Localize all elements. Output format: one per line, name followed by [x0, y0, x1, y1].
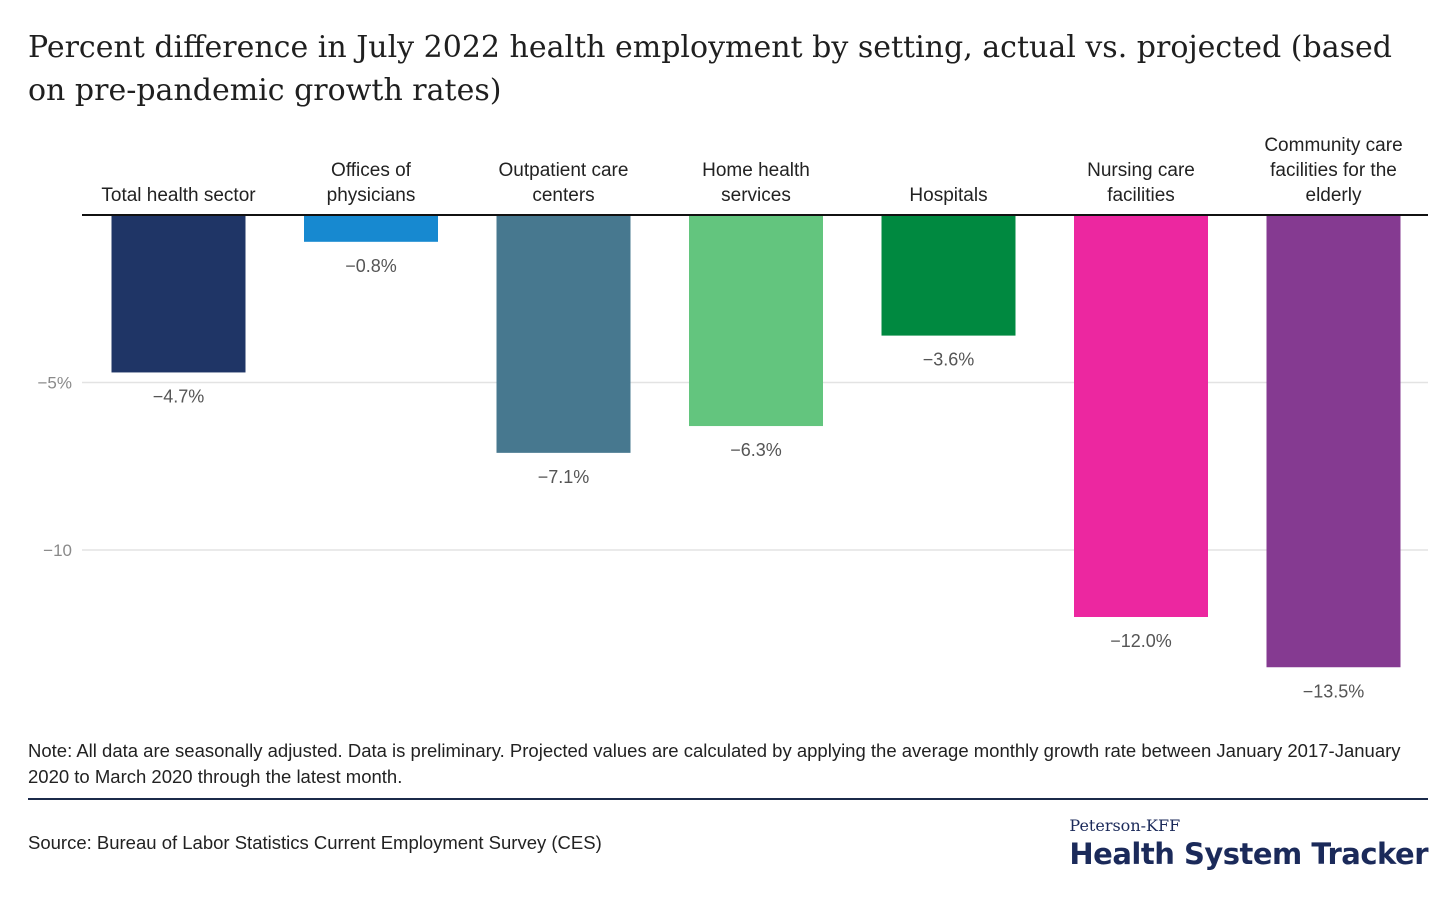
- bar[interactable]: [304, 215, 438, 242]
- bar[interactable]: [689, 215, 823, 427]
- category-label: Community care: [1264, 135, 1402, 156]
- category-label: facilities for the: [1270, 160, 1397, 181]
- bar-chart: −5% −10 −4.7% Total health sector −0.8% Offic…: [38, 135, 1428, 701]
- bars: [111, 215, 1401, 668]
- bar[interactable]: [111, 215, 246, 373]
- divider: [28, 798, 1428, 800]
- category-label: Outpatient care: [499, 160, 629, 181]
- bar[interactable]: [1266, 215, 1401, 668]
- data-label: −6.3%: [730, 440, 782, 460]
- brand-title: Health System Tracker: [1069, 837, 1428, 871]
- chart-source: Source: Bureau of Labor Statistics Curre…: [28, 832, 602, 853]
- data-label: −0.8%: [345, 256, 397, 276]
- category-label: elderly: [1306, 185, 1362, 206]
- brand-logo[interactable]: Peterson-KFF Health System Tracker: [1069, 816, 1428, 871]
- data-label: −13.5%: [1303, 681, 1365, 701]
- category-label: physicians: [327, 185, 416, 206]
- chart-note: Note: All data are seasonally adjusted. …: [28, 740, 1401, 787]
- data-label: −4.7%: [153, 386, 205, 406]
- category-label: facilities: [1107, 185, 1175, 206]
- category-label: Hospitals: [909, 185, 987, 206]
- brand-subtitle: Peterson-KFF: [1069, 816, 1181, 835]
- chart-title: Percent difference in July 2022 health e…: [28, 30, 1392, 108]
- category-label: Total health sector: [101, 185, 256, 206]
- data-label: −12.0%: [1110, 631, 1172, 651]
- bar[interactable]: [496, 215, 631, 453]
- category-label: centers: [532, 185, 594, 206]
- bar[interactable]: [881, 215, 1016, 336]
- category-label: Home health: [702, 160, 810, 181]
- category-label: services: [721, 185, 791, 206]
- category-label: Nursing care: [1087, 160, 1195, 181]
- y-tick-label: −10: [43, 541, 72, 560]
- data-label: −7.1%: [538, 467, 590, 487]
- category-label: Offices of: [331, 160, 412, 181]
- bar[interactable]: [1074, 215, 1208, 617]
- data-label: −3.6%: [923, 350, 975, 370]
- labels: −5% −10 −4.7% Total health sector −0.8% Offic…: [38, 135, 1403, 701]
- y-tick-label: −5%: [38, 374, 73, 393]
